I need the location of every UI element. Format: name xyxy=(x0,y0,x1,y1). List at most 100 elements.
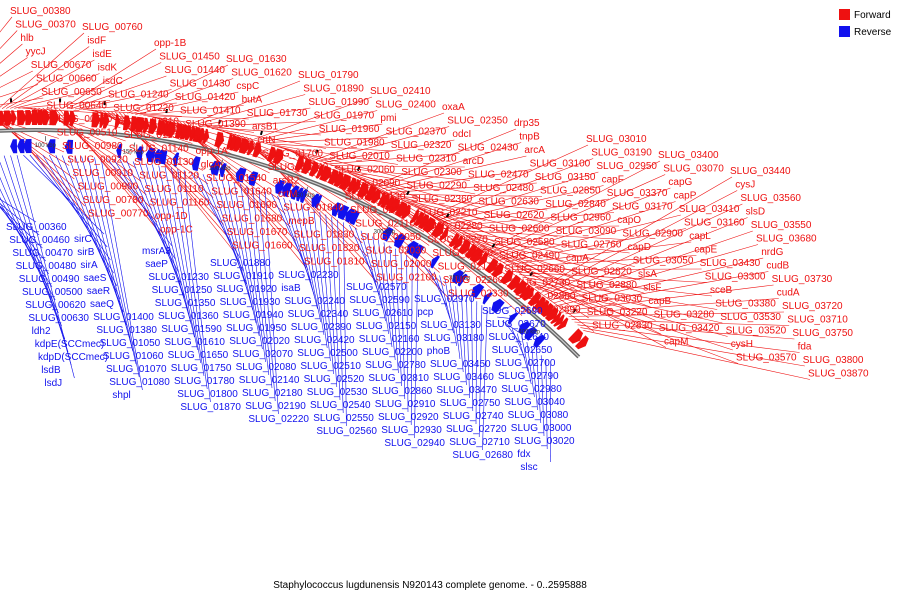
reverse-gene-label: SLUG_02640 xyxy=(488,332,549,343)
forward-gene-label: pmi xyxy=(380,113,396,124)
reverse-gene xyxy=(10,139,18,154)
reverse-leader-line xyxy=(414,261,419,439)
forward-gene-label: cysH xyxy=(731,339,753,350)
forward-leader-line xyxy=(338,168,476,195)
forward-leader-line xyxy=(254,96,373,140)
forward-gene-label: SLUG_02250 xyxy=(432,248,493,259)
reverse-gene-label: SLUG_02500 xyxy=(297,348,358,359)
forward-leader-line xyxy=(0,84,39,98)
forward-gene-label: SLUG_02290 xyxy=(406,181,467,192)
scale-tick-label: 100 kbp xyxy=(35,143,57,149)
forward-gene xyxy=(11,110,17,126)
forward-leader-line xyxy=(400,197,553,224)
rna-marker xyxy=(529,271,534,277)
scale-tick xyxy=(462,269,467,275)
reverse-leader-line xyxy=(455,286,464,373)
forward-leader-line xyxy=(139,105,244,116)
forward-leader-line xyxy=(553,244,759,304)
forward-gene-label: opp-1B xyxy=(154,38,187,49)
forward-leader-line xyxy=(562,284,774,312)
reverse-gene xyxy=(235,167,247,183)
scale-tick xyxy=(305,186,309,192)
forward-gene-label: SLUG_01220 xyxy=(113,103,174,114)
forward-leader-line xyxy=(550,230,753,301)
reverse-gene xyxy=(153,149,160,164)
reverse-leader-line xyxy=(164,166,202,364)
reverse-gene-label: saeQ xyxy=(90,299,114,310)
forward-gene-label: SLUG_01440 xyxy=(164,65,225,76)
forward-leader-line xyxy=(131,78,234,115)
reverse-leader-line xyxy=(360,230,383,309)
forward-gene xyxy=(469,246,484,263)
reverse-leader-line xyxy=(337,219,344,414)
forward-gene xyxy=(122,115,131,131)
forward-gene-label: yycJ xyxy=(26,47,46,58)
forward-gene xyxy=(0,110,6,126)
reverse-gene-label: SLUG_02690 xyxy=(482,306,543,317)
forward-leader-line xyxy=(143,115,249,120)
reverse-gene-label: SLUG_01880 xyxy=(210,258,271,269)
reverse-gene-label: SLUG_03000 xyxy=(511,423,572,434)
forward-leader-line xyxy=(207,126,321,136)
forward-gene xyxy=(252,141,262,158)
reverse-leader-line xyxy=(354,227,380,296)
forward-leader-line xyxy=(0,70,33,88)
forward-gene-label: SLUG_02760 xyxy=(561,240,622,251)
forward-gene-label: SLUG_00780 xyxy=(83,195,144,206)
reverse-gene-label: SLUG_02980 xyxy=(501,384,562,395)
reverse-leader-line xyxy=(410,258,413,426)
reverse-gene-label: SLUG_01950 xyxy=(226,323,287,334)
reverse-leader-line xyxy=(139,162,189,312)
scale-tick-label: 300 kbp xyxy=(374,230,396,236)
forward-gene-label: SLUG_03380 xyxy=(715,299,776,310)
reverse-leader-line xyxy=(10,155,72,366)
forward-gene-label: odcI xyxy=(452,129,471,140)
forward-leader-line xyxy=(568,311,785,317)
forward-leader-line xyxy=(565,298,779,315)
forward-gene xyxy=(148,118,158,135)
forward-gene-label: SLUG_03170 xyxy=(612,202,673,213)
forward-leader-line xyxy=(203,121,316,127)
forward-gene-label: SLUG_02370 xyxy=(386,127,447,138)
reverse-leader-line xyxy=(482,309,488,451)
reverse-leader-line xyxy=(152,164,195,338)
forward-gene xyxy=(189,125,197,142)
reverse-gene-label: SLUG_03130 xyxy=(420,320,481,331)
reverse-gene-label: lsdJ xyxy=(44,378,62,389)
forward-leader-line xyxy=(74,89,172,110)
forward-leader-line xyxy=(378,142,522,188)
forward-gene-label: SLUG_03420 xyxy=(659,323,720,334)
reverse-leader-line xyxy=(545,359,548,450)
forward-leader-line xyxy=(466,236,641,281)
forward-leader-line xyxy=(432,144,589,216)
forward-gene-label: SLUG_01830 xyxy=(294,230,355,241)
forward-gene-label: SLUG_01150 xyxy=(124,130,184,141)
forward-gene-label: SLUG_03050 xyxy=(633,256,694,267)
forward-gene-label: SLUG_01730 xyxy=(247,108,308,119)
scale-tick xyxy=(386,223,390,229)
legend: Forward Reverse xyxy=(839,9,892,38)
reverse-leader-line xyxy=(81,156,134,352)
forward-leader-line xyxy=(442,185,604,223)
forward-gene xyxy=(294,155,304,172)
forward-gene-label: SLUG_01450 xyxy=(159,52,220,63)
reverse-gene xyxy=(282,182,293,198)
reverse-leader-line xyxy=(521,337,532,385)
reverse-gene-label: SLUG_00360 xyxy=(6,222,67,233)
forward-leader-line xyxy=(261,123,383,142)
reverse-gene-label: msrA3 xyxy=(142,246,171,257)
forward-gene-label: SLUG_02360 xyxy=(412,194,473,205)
forward-gene-label: SLUG_00760 xyxy=(82,22,143,33)
forward-gene-label: SLUG_01700 xyxy=(262,149,323,160)
forward-gene xyxy=(69,110,76,126)
reverse-gene-label: sirB xyxy=(77,247,95,258)
reverse-gene-label: SLUG_03450 xyxy=(430,359,491,370)
forward-leader-line xyxy=(269,143,393,152)
forward-gene-label: capL xyxy=(689,231,711,242)
legend-swatch-forward xyxy=(839,9,850,20)
reverse-gene-label: slsc xyxy=(520,462,537,473)
forward-gene xyxy=(42,110,50,126)
reverse-gene-label: SLUG_01780 xyxy=(174,376,235,387)
forward-gene-label: crtM xyxy=(278,189,297,200)
forward-leader-line xyxy=(191,80,301,124)
